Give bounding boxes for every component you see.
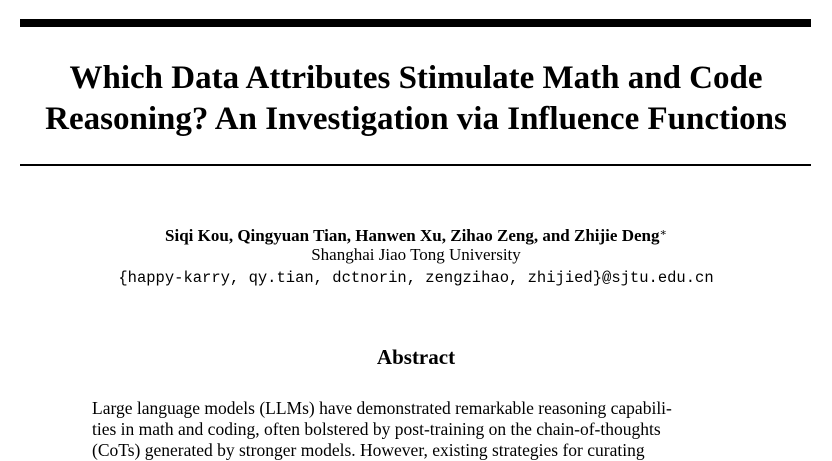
author-emails: {happy-karry, qy.tian, dctnorin, zengzih… [118, 269, 714, 287]
corresponding-author-mark: ∗ [659, 227, 667, 239]
title-line-1: Which Data Attributes Stimulate Math and… [69, 60, 763, 96]
top-rule [20, 19, 811, 27]
author-list: Siqi Kou, Qingyuan Tian, Hanwen Xu, Ziha… [0, 223, 832, 246]
author-names: Siqi Kou, Qingyuan Tian, Hanwen Xu, Ziha… [165, 226, 660, 245]
abstract-heading: Abstract [376, 345, 456, 369]
abstract-line-1: Large language models (LLMs) have demons… [92, 398, 672, 418]
title-bottom-rule [20, 164, 811, 166]
title-line-2: Reasoning? An Investigation via Influenc… [45, 101, 787, 137]
abstract-line-3: (CoTs) generated by stronger models. How… [92, 440, 645, 460]
abstract-line-2: ties in math and coding, often bolstered… [92, 419, 661, 439]
paper-title: Which Data Attributes Stimulate Math and… [0, 58, 832, 140]
affiliation: Shanghai Jiao Tong University [311, 245, 521, 264]
abstract-text: Large language models (LLMs) have demons… [92, 398, 742, 461]
